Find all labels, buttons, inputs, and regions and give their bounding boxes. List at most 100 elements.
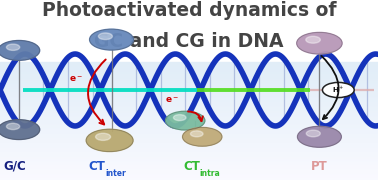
Bar bbox=[0, 92, 378, 94]
Bar bbox=[0, 64, 378, 67]
Bar bbox=[0, 121, 378, 122]
Bar bbox=[0, 78, 378, 80]
Bar bbox=[0, 113, 378, 115]
Bar bbox=[0, 65, 378, 68]
Bar bbox=[0, 0, 378, 67]
Circle shape bbox=[90, 29, 133, 50]
Bar bbox=[0, 120, 378, 122]
Bar bbox=[0, 167, 378, 169]
Bar bbox=[0, 170, 378, 172]
Bar bbox=[0, 69, 378, 71]
Bar bbox=[0, 64, 378, 67]
Bar bbox=[0, 101, 378, 103]
Text: CT: CT bbox=[89, 160, 106, 173]
Bar bbox=[0, 173, 378, 175]
Bar bbox=[0, 65, 378, 68]
Bar bbox=[0, 123, 378, 125]
Bar bbox=[0, 131, 378, 133]
Bar bbox=[0, 125, 378, 127]
Circle shape bbox=[86, 129, 133, 152]
Bar bbox=[0, 152, 378, 154]
Circle shape bbox=[98, 33, 112, 40]
Bar bbox=[0, 125, 378, 126]
Bar bbox=[0, 176, 378, 178]
Bar bbox=[0, 160, 378, 161]
Circle shape bbox=[191, 131, 203, 137]
Bar bbox=[0, 75, 378, 77]
Bar bbox=[0, 158, 378, 159]
Bar bbox=[0, 111, 378, 113]
Bar bbox=[0, 174, 378, 176]
Bar bbox=[0, 73, 378, 75]
Text: e$^-$: e$^-$ bbox=[68, 74, 83, 84]
Bar bbox=[0, 68, 378, 70]
Bar bbox=[0, 64, 378, 67]
Circle shape bbox=[297, 32, 342, 54]
Bar bbox=[0, 128, 378, 130]
Bar bbox=[0, 66, 378, 68]
Bar bbox=[0, 83, 378, 84]
Bar bbox=[0, 118, 378, 120]
Bar bbox=[0, 129, 378, 131]
Bar bbox=[0, 162, 378, 163]
Bar bbox=[0, 138, 378, 140]
Bar bbox=[0, 127, 378, 129]
Bar bbox=[0, 80, 378, 82]
Text: inter: inter bbox=[105, 169, 126, 178]
Bar bbox=[0, 178, 378, 180]
Bar bbox=[0, 153, 378, 155]
Bar bbox=[0, 142, 378, 144]
Bar bbox=[0, 145, 378, 147]
Bar bbox=[0, 157, 378, 159]
Bar bbox=[0, 144, 378, 146]
Bar bbox=[0, 166, 378, 168]
Circle shape bbox=[166, 111, 205, 130]
Bar bbox=[0, 154, 378, 156]
Bar bbox=[0, 136, 378, 138]
Bar bbox=[0, 65, 378, 67]
Bar bbox=[0, 87, 378, 89]
Bar bbox=[0, 88, 378, 90]
Bar bbox=[0, 172, 378, 174]
Bar bbox=[0, 150, 378, 152]
Circle shape bbox=[306, 36, 320, 43]
Bar bbox=[0, 175, 378, 177]
Bar bbox=[0, 85, 378, 86]
Text: intra: intra bbox=[200, 169, 220, 178]
Bar bbox=[0, 66, 378, 68]
Bar bbox=[0, 64, 378, 67]
Circle shape bbox=[0, 40, 40, 60]
Bar bbox=[0, 148, 378, 150]
Bar bbox=[0, 108, 378, 110]
Bar bbox=[0, 140, 378, 142]
Bar bbox=[0, 126, 378, 128]
Bar bbox=[0, 65, 378, 67]
Text: G/C: G/C bbox=[4, 160, 26, 173]
Bar bbox=[0, 119, 378, 121]
Bar bbox=[0, 64, 378, 66]
Bar bbox=[0, 65, 378, 68]
Bar bbox=[0, 112, 378, 114]
Bar bbox=[0, 96, 378, 98]
Bar bbox=[0, 64, 378, 67]
Bar bbox=[0, 82, 378, 84]
Bar bbox=[0, 65, 378, 68]
Bar bbox=[0, 84, 378, 86]
Bar bbox=[0, 91, 378, 93]
Bar bbox=[0, 130, 378, 132]
Bar bbox=[0, 71, 378, 73]
Bar bbox=[0, 65, 378, 68]
Bar bbox=[0, 141, 378, 143]
Text: H$^+$: H$^+$ bbox=[332, 85, 345, 95]
Bar bbox=[0, 64, 378, 67]
Bar bbox=[0, 171, 378, 173]
Bar bbox=[0, 67, 378, 69]
Bar bbox=[0, 161, 378, 162]
Bar bbox=[0, 156, 378, 158]
Bar bbox=[0, 177, 378, 179]
Bar bbox=[0, 65, 378, 67]
Bar bbox=[0, 159, 378, 161]
Bar bbox=[0, 116, 378, 118]
Bar bbox=[0, 89, 378, 91]
Bar bbox=[0, 97, 378, 99]
